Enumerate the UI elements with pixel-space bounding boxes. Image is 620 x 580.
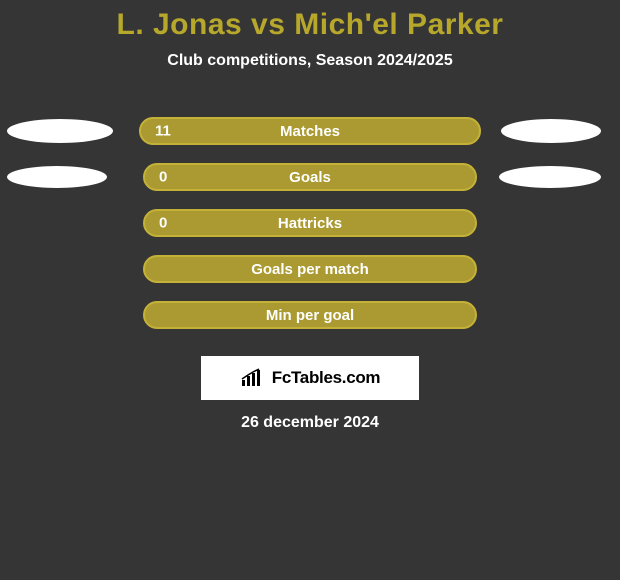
stat-rows: 11 Matches 0 Goals 0 Hattricks Goals per match… (0, 108, 620, 338)
stat-row: Goals per match (0, 246, 620, 292)
stat-row: 0 Goals (0, 154, 620, 200)
stat-value: 0 (159, 169, 167, 186)
logo-text: FcTables.com (272, 368, 381, 388)
stat-value: 11 (155, 123, 171, 140)
stat-value: 0 (159, 215, 167, 232)
left-ellipse (7, 119, 113, 143)
stat-bar: Min per goal (143, 301, 477, 329)
stat-row: 0 Hattricks (0, 200, 620, 246)
stat-label: Goals (289, 169, 331, 186)
right-ellipse (501, 119, 601, 143)
stat-label: Matches (280, 123, 340, 140)
stat-bar: 0 Hattricks (143, 209, 477, 237)
logo-box: FcTables.com (201, 356, 419, 400)
stat-row: 11 Matches (0, 108, 620, 154)
stat-label: Hattricks (278, 215, 342, 232)
right-ellipse (499, 166, 601, 188)
stat-bar: 0 Goals (143, 163, 477, 191)
left-ellipse (7, 166, 107, 188)
stat-bar: 11 Matches (139, 117, 481, 145)
comparison-card: L. Jonas vs Mich'el Parker Club competit… (0, 0, 620, 580)
stat-label: Min per goal (266, 307, 354, 324)
page-title: L. Jonas vs Mich'el Parker (0, 0, 620, 42)
stat-row: Min per goal (0, 292, 620, 338)
stat-bar: Goals per match (143, 255, 477, 283)
bar-chart-icon (240, 368, 266, 388)
subtitle: Club competitions, Season 2024/2025 (0, 52, 620, 70)
date-label: 26 december 2024 (0, 414, 620, 432)
stat-label: Goals per match (251, 261, 369, 278)
